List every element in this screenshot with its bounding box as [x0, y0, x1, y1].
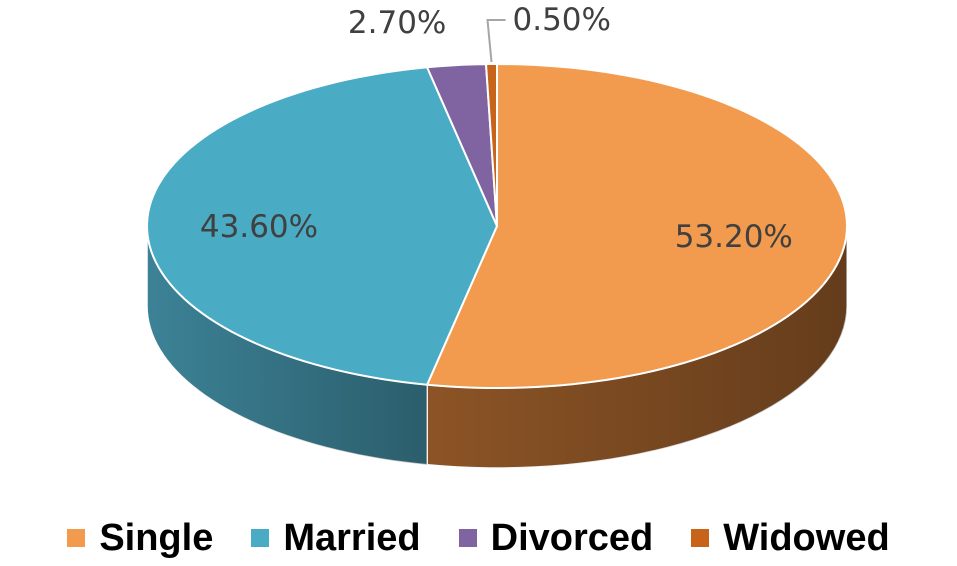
data-labels: 53.20% 43.60% 2.70% 0.50%: [200, 2, 793, 255]
pie-side-shade-married: [147, 226, 428, 465]
data-label-married: 43.60%: [200, 209, 318, 245]
data-label-single: 53.20%: [675, 219, 793, 255]
legend-swatch-divorced: [458, 529, 477, 547]
data-label-widowed: 0.50%: [513, 2, 611, 38]
legend-label-divorced: Divorced: [490, 516, 654, 559]
legend-swatch-single: [67, 529, 86, 547]
pie-tops: [146, 63, 848, 389]
legend-swatch-married: [251, 529, 270, 547]
data-label-divorced: 2.70%: [348, 5, 446, 41]
pie-side-shade-single: [427, 226, 847, 468]
legend: Single Married Divorced Widowed: [0, 510, 957, 566]
legend-label-married: Married: [283, 516, 421, 559]
legend-item-divorced: Divorced: [458, 516, 654, 560]
leader-lines: [486, 19, 506, 63]
legend-swatch-widowed: [691, 529, 710, 547]
legend-item-single: Single: [67, 517, 213, 560]
pie-slice-married: [146, 66, 498, 386]
pie-slice-single: [426, 63, 848, 389]
leader-line-widowed: [486, 19, 506, 63]
legend-item-widowed: Widowed: [691, 516, 890, 560]
pie-slice-widowed: [485, 63, 498, 227]
legend-label-single: Single: [99, 516, 214, 559]
legend-item-married: Married: [251, 516, 421, 560]
pie-slice-divorced: [426, 63, 498, 227]
legend-label-widowed: Widowed: [723, 516, 890, 559]
